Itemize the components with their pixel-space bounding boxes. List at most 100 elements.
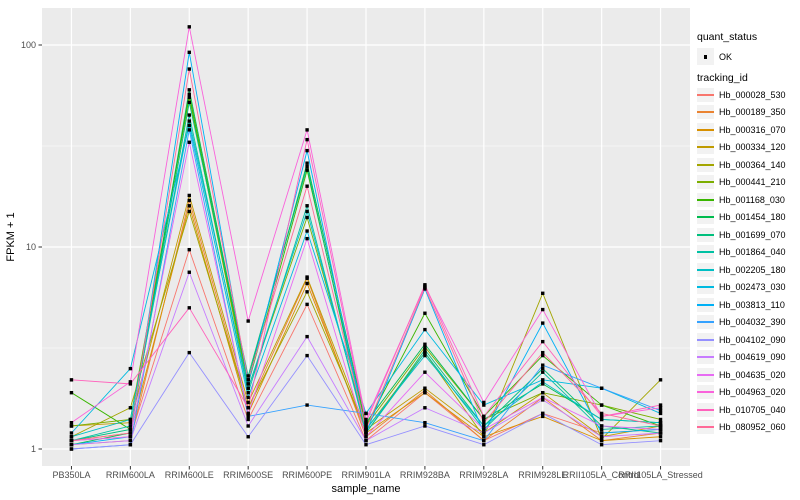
data-point [541,370,545,374]
line-swatch-icon [697,181,714,184]
line-swatch-icon [697,321,714,324]
legend-item-Hb_000364_140[interactable]: Hb_000364_140 [697,156,786,174]
data-point [187,193,191,198]
legend-item-Hb_001864_040[interactable]: Hb_001864_040 [697,244,786,262]
data-point [482,431,486,435]
data-point [69,390,74,395]
y-axis-title: FPKM + 1 [5,212,17,261]
line-swatch-icon [697,391,714,394]
line-swatch-icon [697,146,714,149]
data-point [305,229,309,233]
legend-item-Hb_002473_030[interactable]: Hb_002473_030 [697,279,786,297]
data-point [187,204,191,208]
data-point [541,353,545,358]
data-point [305,403,309,407]
data-point [599,386,604,390]
legend-item-Hb_004963_020[interactable]: Hb_004963_020 [697,384,786,402]
x-tick-label: RRII105LA_Control [563,470,641,480]
data-point [423,424,427,428]
data-point [658,424,663,428]
data-point [482,427,486,432]
data-point [187,119,191,123]
data-point [364,443,368,447]
data-point [246,417,250,422]
legend-item-Hb_000028_530[interactable]: Hb_000028_530 [697,86,786,104]
data-point [423,420,427,425]
legend-item-Hb_003813_110[interactable]: Hb_003813_110 [697,296,785,314]
data-point [541,395,545,400]
legend-item-Hb_000441_210[interactable]: Hb_000441_210 [697,174,786,192]
data-point [187,95,191,100]
legend-item-label: Hb_004619_090 [719,352,786,363]
data-point [541,339,545,344]
color-key-swatch [697,210,714,225]
data-point [305,290,309,294]
line-swatch-icon [697,251,714,254]
data-point [599,403,604,407]
data-point [246,435,250,439]
line-swatch-icon [697,356,714,359]
data-point [128,406,133,410]
data-point [305,275,309,279]
data-point [541,378,545,382]
legend-item-quant-ok[interactable]: OK [697,48,732,66]
legend-item-label: Hb_010705_040 [719,404,786,415]
data-point [187,88,191,92]
data-point [128,420,133,425]
data-point [423,353,427,358]
data-point [599,435,604,439]
data-point [541,382,545,386]
legend-item-Hb_001454_180[interactable]: Hb_001454_180 [697,209,786,227]
legend-item-Hb_000189_350[interactable]: Hb_000189_350 [697,104,786,122]
legend-item-Hb_004102_090[interactable]: Hb_004102_090 [697,331,786,349]
data-point [128,431,133,435]
legend-item-label: Hb_001168_030 [719,194,785,205]
data-point [364,435,368,439]
color-key-swatch [697,122,714,137]
color-key-swatch [697,280,714,295]
legend-item-label: Hb_001454_180 [719,212,786,223]
data-point [187,113,191,117]
data-point [423,348,427,352]
legend-item-label: Hb_000028_530 [719,89,786,100]
data-point [423,370,427,374]
legend-item-Hb_004635_020[interactable]: Hb_004635_020 [697,366,786,384]
legend-item-Hb_004032_390[interactable]: Hb_004032_390 [697,314,786,332]
data-point [364,411,368,416]
data-point [364,427,368,432]
legend-item-Hb_001168_030[interactable]: Hb_001168_030 [697,191,785,209]
legend-item-Hb_000316_070[interactable]: Hb_000316_070 [697,121,786,139]
data-point [423,327,427,332]
legend-item-Hb_001699_070[interactable]: Hb_001699_070 [697,226,786,244]
data-point [128,443,133,447]
data-point [128,435,133,439]
color-key-swatch [697,297,714,312]
data-point [482,438,486,443]
legend-item-label: Hb_080952_060 [719,422,786,433]
data-point [187,92,191,97]
legend-item-Hb_080952_060[interactable]: Hb_080952_060 [697,419,786,437]
legend-item-label: Hb_004032_390 [719,317,786,328]
color-key-swatch [697,367,714,382]
data-point [187,306,191,310]
legend-item-Hb_000334_120[interactable]: Hb_000334_120 [697,139,786,157]
data-point [364,424,368,428]
x-tick-label: RRII105LA_Stressed [618,470,703,480]
data-point [69,443,74,447]
line-swatch-icon [697,373,714,376]
legend-item-Hb_004619_090[interactable]: Hb_004619_090 [697,349,786,367]
data-point [305,209,309,214]
legend-item-Hb_002205_180[interactable]: Hb_002205_180 [697,261,786,279]
data-point [305,204,309,208]
data-point [69,438,74,443]
legend-item-label: Hb_004635_020 [719,369,786,380]
x-axis-title: sample_name [331,483,400,495]
data-point [423,350,427,355]
data-point [69,435,74,439]
data-point [599,431,604,435]
legend-item-Hb_010705_040[interactable]: Hb_010705_040 [697,401,786,419]
legend-item-label: Hb_000189_350 [719,107,786,118]
data-point [128,417,133,422]
data-point [658,408,663,413]
data-point [364,431,368,435]
